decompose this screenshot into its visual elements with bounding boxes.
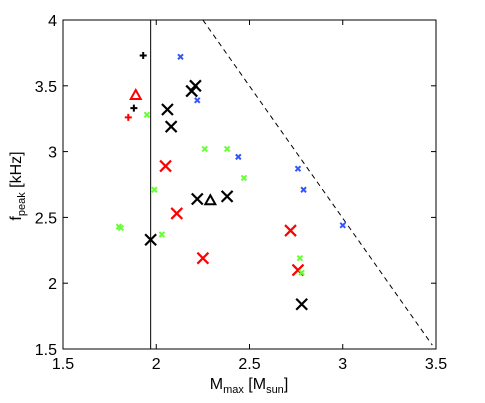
small-x-marker bbox=[143, 111, 151, 118]
x-axis-title: Mmax [Msun] bbox=[210, 376, 289, 396]
small-x-marker bbox=[296, 254, 304, 262]
x-tick-label: 3.5 bbox=[425, 356, 447, 373]
y-axis-title-rest: [kHz] bbox=[8, 151, 25, 192]
small-x-marker bbox=[177, 53, 184, 61]
x-marker bbox=[191, 192, 204, 206]
y-tick-label: 4 bbox=[48, 13, 57, 30]
x-marker bbox=[164, 120, 178, 133]
axis-ticks: 1.5 2 2.5 3 3.5 1.5 2 2.5 3 3.5 4 bbox=[35, 13, 447, 373]
plot-frame bbox=[62, 19, 437, 350]
reference-lines bbox=[150, 19, 433, 349]
x-marker bbox=[196, 251, 210, 265]
x-axis-title-sub: max bbox=[223, 384, 244, 396]
x-tick-label: 3 bbox=[338, 356, 347, 373]
x-marker bbox=[220, 190, 234, 203]
y-tick-label: 2 bbox=[48, 276, 57, 293]
small-x-marker bbox=[298, 269, 305, 276]
x-axis-title-end: ] bbox=[284, 376, 288, 393]
x-tick-label: 1.5 bbox=[52, 356, 74, 373]
x-tick-label: 2.5 bbox=[238, 356, 260, 373]
y-tick-label: 2.5 bbox=[35, 210, 57, 227]
small-x-marker bbox=[117, 224, 125, 232]
y-tick-label: 1.5 bbox=[35, 342, 57, 359]
small-x-marker bbox=[339, 222, 346, 229]
y-axis-title-main: f bbox=[8, 216, 25, 221]
y-tick-label: 3 bbox=[48, 145, 57, 162]
small-x-marker bbox=[235, 153, 242, 161]
plus-marker bbox=[124, 113, 132, 121]
x-marker bbox=[284, 224, 297, 237]
x-marker bbox=[189, 79, 202, 93]
x-marker bbox=[161, 103, 174, 116]
y-tick-label: 3.5 bbox=[35, 79, 57, 96]
data-marks bbox=[115, 52, 346, 311]
small-x-marker bbox=[194, 97, 201, 104]
x-marker bbox=[170, 207, 184, 220]
plus-marker bbox=[139, 52, 147, 60]
x-axis-title-rest: [M bbox=[244, 376, 266, 393]
x-marker bbox=[144, 233, 157, 247]
small-x-marker bbox=[294, 165, 302, 172]
triangle-marker bbox=[203, 193, 218, 206]
dashed-limit-line bbox=[202, 19, 433, 346]
y-axis-title-sub: peak bbox=[16, 192, 28, 216]
x-axis-title-main: M bbox=[210, 376, 223, 393]
small-x-marker bbox=[151, 186, 158, 193]
x-tick-label: 2 bbox=[152, 356, 161, 373]
small-x-marker bbox=[223, 145, 231, 153]
x-axis-title-sub2: sun bbox=[266, 384, 284, 396]
small-x-marker bbox=[300, 186, 307, 193]
small-x-marker bbox=[201, 145, 208, 153]
x-marker bbox=[159, 159, 172, 173]
plus-marker bbox=[130, 104, 138, 112]
x-marker bbox=[295, 297, 308, 311]
small-x-marker bbox=[158, 231, 166, 238]
triangle-marker bbox=[129, 87, 143, 101]
small-x-marker bbox=[240, 174, 248, 182]
y-axis-title: fpeak [kHz] bbox=[8, 151, 28, 220]
